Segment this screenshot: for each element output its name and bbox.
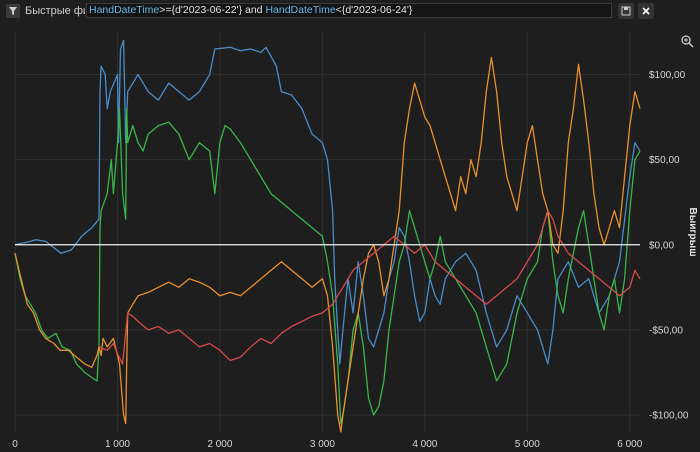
x-tick-label: 3 000 — [310, 439, 335, 450]
zoom-icon[interactable] — [680, 34, 694, 48]
x-tick-label: 2 000 — [207, 439, 232, 450]
filter-query-input[interactable]: HandDateTime>={d'2023-06-22'} and HandDa… — [86, 3, 612, 18]
query-literal: {d'2023-06-22'} — [171, 4, 243, 16]
filter-icon[interactable] — [6, 4, 20, 18]
clear-filter-button[interactable] — [638, 3, 654, 19]
query-literal: >= — [159, 4, 172, 16]
save-icon — [621, 6, 631, 16]
close-icon — [642, 7, 650, 15]
save-filter-button[interactable] — [618, 3, 634, 19]
y-tick-label: -$100,00 — [649, 410, 689, 421]
quick-filter-bar: Быстрые фильт HandDateTime>={d'2023-06-2… — [0, 0, 700, 22]
series-line-2 — [14, 107, 641, 425]
x-tick-label: 1 000 — [105, 439, 130, 450]
query-field-name: HandDateTime — [265, 4, 336, 16]
y-tick-label: $0,00 — [649, 240, 674, 251]
query-field-name: HandDateTime — [89, 4, 160, 16]
x-tick-label: 5 000 — [515, 439, 540, 450]
series-line-4 — [98, 210, 641, 365]
x-tick-label: 6 000 — [617, 439, 642, 450]
series-line-1 — [14, 39, 641, 365]
quick-filter-label: Быстрые фильт — [25, 5, 85, 17]
query-literal: {d'2023-06-24'} — [341, 4, 413, 16]
y-axis-label: Выигрыш — [687, 207, 698, 256]
y-tick-label: $100,00 — [649, 70, 686, 81]
y-tick-label: $50,00 — [649, 155, 680, 166]
query-literal: and — [242, 4, 266, 16]
query-literal: < — [335, 4, 342, 16]
y-tick-label: -$50,00 — [649, 325, 683, 336]
x-tick-label: 0 — [12, 439, 18, 450]
x-tick-label: 4 000 — [412, 439, 437, 450]
